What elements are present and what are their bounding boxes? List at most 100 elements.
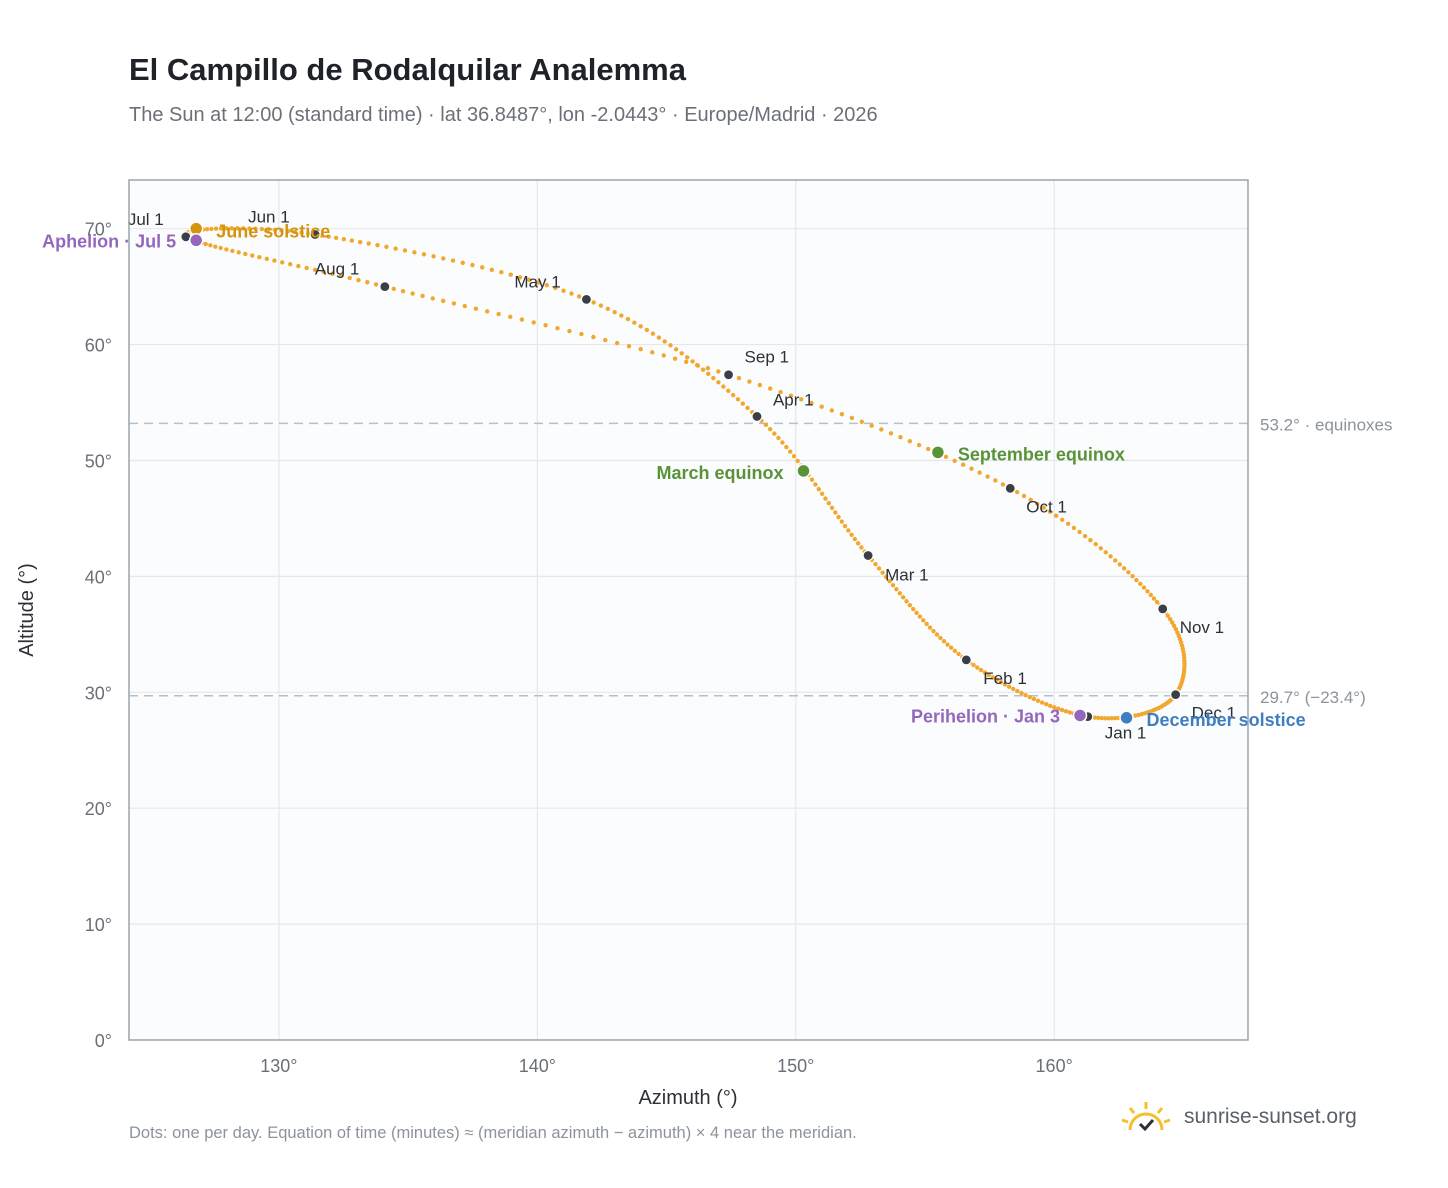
daily-dot bbox=[619, 313, 624, 318]
daily-dot bbox=[705, 366, 711, 371]
daily-dot bbox=[1165, 613, 1171, 618]
daily-dot bbox=[489, 267, 495, 272]
daily-dot bbox=[326, 234, 331, 239]
daily-dot bbox=[690, 359, 695, 364]
daily-dot bbox=[591, 334, 596, 340]
daily-dot bbox=[553, 285, 558, 291]
daily-dot bbox=[673, 347, 679, 352]
daily-dot bbox=[849, 415, 855, 421]
daily-dot bbox=[605, 306, 611, 312]
daily-dot bbox=[203, 241, 208, 247]
daily-dot bbox=[898, 435, 903, 440]
daily-dot bbox=[823, 496, 828, 501]
daily-dot bbox=[900, 595, 906, 600]
daily-dot bbox=[784, 444, 789, 450]
daily-dot bbox=[826, 501, 831, 506]
daily-dot bbox=[948, 645, 954, 650]
daily-dot bbox=[1028, 497, 1033, 503]
daily-dot bbox=[357, 239, 363, 245]
daily-dot bbox=[943, 454, 949, 460]
daily-dot bbox=[780, 440, 785, 445]
daily-dot bbox=[1031, 696, 1037, 702]
daily-dot bbox=[224, 247, 229, 252]
y-tick-label: 40° bbox=[85, 567, 112, 587]
daily-dot bbox=[836, 514, 841, 520]
month-marker bbox=[862, 549, 874, 562]
reference-line-label: 29.7° (−23.4°) bbox=[1260, 688, 1366, 707]
daily-dot bbox=[440, 298, 446, 304]
daily-dot bbox=[911, 606, 916, 612]
daily-dot bbox=[1175, 630, 1180, 635]
daily-dot bbox=[952, 458, 957, 463]
daily-dot bbox=[907, 438, 913, 444]
daily-dot bbox=[763, 422, 769, 428]
daily-dot bbox=[819, 404, 824, 409]
daily-dot bbox=[1035, 501, 1040, 506]
daily-dot bbox=[876, 566, 882, 571]
daily-dot bbox=[366, 241, 371, 246]
daily-dot bbox=[241, 226, 246, 231]
daily-dot bbox=[994, 677, 1000, 683]
daily-dot bbox=[672, 356, 678, 361]
brand-name[interactable]: sunrise-sunset.org bbox=[1184, 1105, 1357, 1128]
daily-dot bbox=[1170, 620, 1175, 625]
daily-dot bbox=[883, 574, 889, 580]
daily-dot bbox=[924, 621, 929, 627]
daily-dot bbox=[1171, 623, 1177, 629]
daily-dot bbox=[1109, 716, 1115, 721]
daily-dot bbox=[1071, 525, 1077, 531]
daily-dot bbox=[224, 226, 229, 231]
brand[interactable]: sunrise-sunset.org bbox=[1120, 1100, 1357, 1134]
daily-dot bbox=[341, 236, 347, 242]
daily-dot bbox=[879, 427, 884, 432]
daily-dot bbox=[795, 458, 800, 464]
daily-dot bbox=[431, 254, 436, 259]
daily-dot bbox=[721, 384, 726, 389]
daily-dot bbox=[591, 300, 596, 305]
daily-dot bbox=[626, 343, 632, 349]
daily-dot bbox=[1002, 682, 1008, 687]
markers bbox=[180, 221, 1182, 726]
daily-dot bbox=[264, 256, 269, 262]
daily-dot bbox=[833, 510, 838, 515]
daily-dot bbox=[1154, 599, 1160, 605]
daily-dot bbox=[517, 275, 523, 280]
daily-dot bbox=[846, 528, 851, 533]
daily-dot bbox=[1019, 690, 1024, 696]
event-marker bbox=[930, 445, 946, 460]
daily-dot bbox=[519, 317, 525, 322]
daily-dot bbox=[791, 454, 797, 459]
daily-dot bbox=[218, 226, 224, 231]
daily-dot bbox=[296, 263, 301, 269]
daily-dot bbox=[971, 662, 976, 668]
daily-dot bbox=[312, 267, 318, 273]
daily-dot bbox=[632, 320, 637, 325]
daily-dot bbox=[880, 570, 885, 575]
daily-dot bbox=[887, 578, 892, 584]
daily-dot bbox=[484, 309, 490, 314]
event-marker bbox=[1072, 708, 1088, 723]
month-marker bbox=[379, 281, 391, 293]
y-tick-label: 70° bbox=[85, 220, 112, 240]
daily-dot bbox=[745, 405, 750, 411]
daily-dot bbox=[1000, 482, 1006, 487]
daily-dot bbox=[638, 324, 643, 329]
daily-dot bbox=[799, 397, 804, 402]
daily-dot bbox=[213, 244, 218, 249]
daily-dot bbox=[569, 291, 574, 296]
daily-dot bbox=[941, 639, 947, 644]
daily-dot bbox=[1027, 694, 1032, 700]
daily-dot bbox=[855, 541, 861, 546]
month-label: Dec 1 bbox=[1192, 704, 1236, 723]
daily-dot bbox=[460, 260, 465, 265]
daily-dot bbox=[1151, 596, 1157, 601]
daily-dot bbox=[304, 265, 309, 271]
daily-dot bbox=[1044, 702, 1049, 707]
daily-dot bbox=[890, 582, 896, 588]
daily-dot bbox=[931, 628, 936, 634]
point-labels: Jan 1 Feb 1 Mar 1 Apr 1 May 1 Jun 1 Jul 1 Aug 1… bbox=[42, 207, 1305, 742]
daily-dot bbox=[934, 632, 940, 637]
daily-dot bbox=[508, 272, 513, 277]
daily-dot bbox=[479, 265, 485, 270]
daily-dot bbox=[788, 449, 793, 454]
